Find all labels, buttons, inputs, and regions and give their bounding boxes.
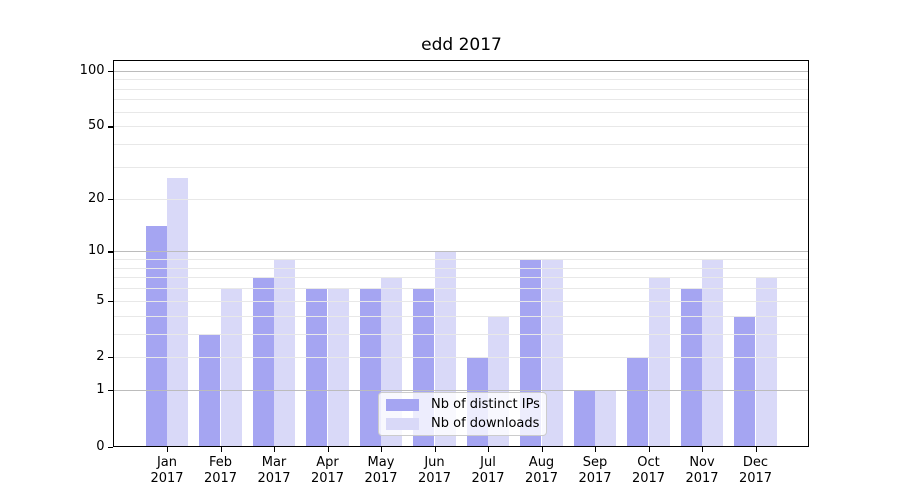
minor-gridline bbox=[113, 357, 809, 359]
x-tick bbox=[595, 446, 597, 452]
y-tick-label: 20 bbox=[87, 190, 105, 206]
bar-distinct-ips-jan bbox=[145, 226, 167, 447]
x-tick-label: Mar 2017 bbox=[257, 454, 291, 486]
y-tick bbox=[108, 198, 113, 200]
major-gridline bbox=[113, 70, 809, 72]
y-tick-label: 1 bbox=[96, 382, 105, 398]
x-tick bbox=[488, 446, 490, 452]
y-tick-label: 2 bbox=[96, 349, 105, 365]
x-tick-label: Jan 2017 bbox=[150, 454, 184, 486]
bar-downloads-apr bbox=[327, 288, 349, 447]
legend-label-downloads: Nb of downloads bbox=[431, 416, 540, 431]
major-gridline bbox=[113, 390, 809, 392]
legend-swatch-downloads bbox=[386, 417, 419, 430]
x-tick-label: Oct 2017 bbox=[631, 454, 666, 486]
bar-distinct-ips-mar bbox=[252, 277, 274, 447]
x-tick bbox=[381, 446, 383, 452]
minor-gridline bbox=[113, 277, 809, 279]
bar-distinct-ips-dec bbox=[734, 315, 756, 447]
minor-gridline bbox=[113, 288, 809, 290]
x-tick bbox=[220, 446, 222, 452]
minor-gridline bbox=[113, 198, 809, 200]
minor-gridline bbox=[113, 144, 809, 146]
bar-distinct-ips-sep bbox=[573, 390, 595, 447]
x-tick bbox=[702, 446, 704, 452]
x-tick bbox=[541, 446, 543, 452]
x-tick-label: Dec 2017 bbox=[738, 454, 773, 486]
minor-gridline bbox=[113, 259, 809, 261]
x-tick bbox=[167, 446, 169, 452]
x-tick-label: Nov 2017 bbox=[685, 454, 719, 486]
x-tick bbox=[648, 446, 650, 452]
x-tick-label: Apr 2017 bbox=[310, 454, 345, 486]
x-tick-label: Jun 2017 bbox=[417, 454, 452, 486]
legend-label-distinct-ips: Nb of distinct IPs bbox=[431, 397, 540, 412]
major-gridline bbox=[113, 251, 809, 253]
minor-gridline bbox=[113, 315, 809, 317]
minor-gridline bbox=[113, 111, 809, 113]
minor-gridline bbox=[113, 99, 809, 101]
x-tick bbox=[434, 446, 436, 452]
y-tick bbox=[108, 126, 113, 128]
minor-gridline bbox=[113, 333, 809, 335]
y-tick bbox=[108, 251, 113, 253]
minor-gridline bbox=[113, 267, 809, 269]
y-tick-label: 50 bbox=[87, 118, 105, 134]
y-tick bbox=[108, 70, 113, 72]
y-tick bbox=[108, 390, 113, 392]
x-tick bbox=[274, 446, 276, 452]
x-tick-label: Feb 2017 bbox=[203, 454, 238, 486]
x-tick-label: May 2017 bbox=[364, 454, 398, 486]
minor-gridline bbox=[113, 79, 809, 81]
bar-distinct-ips-apr bbox=[306, 288, 328, 447]
x-tick bbox=[327, 446, 329, 452]
bar-downloads-nov bbox=[702, 259, 724, 447]
bar-downloads-dec bbox=[755, 277, 777, 447]
minor-gridline bbox=[113, 126, 809, 128]
y-tick bbox=[108, 446, 113, 448]
minor-gridline bbox=[113, 166, 809, 168]
x-tick-label: Sep 2017 bbox=[578, 454, 612, 486]
y-tick bbox=[108, 300, 113, 302]
bar-downloads-mar bbox=[274, 259, 296, 447]
y-tick-label: 10 bbox=[87, 243, 105, 259]
minor-gridline bbox=[113, 300, 809, 302]
bar-downloads-jan bbox=[167, 178, 189, 447]
y-tick-label: 0 bbox=[96, 438, 105, 454]
y-tick-label: 5 bbox=[96, 292, 105, 308]
bar-downloads-feb bbox=[220, 288, 242, 447]
x-tick bbox=[755, 446, 757, 452]
legend-swatch-distinct-ips bbox=[386, 398, 419, 411]
legend-row-distinct-ips: Nb of distinct IPs bbox=[386, 397, 540, 412]
bar-distinct-ips-may bbox=[359, 288, 381, 447]
minor-gridline bbox=[113, 88, 809, 90]
x-tick-label: Jul 2017 bbox=[471, 454, 505, 486]
bar-distinct-ips-oct bbox=[627, 357, 649, 447]
x-tick-label: Aug 2017 bbox=[524, 454, 559, 486]
legend-row-downloads: Nb of downloads bbox=[386, 416, 540, 431]
bar-distinct-ips-nov bbox=[680, 288, 702, 447]
legend: Nb of distinct IPs Nb of downloads bbox=[378, 392, 547, 436]
y-tick bbox=[108, 357, 113, 359]
bar-downloads-sep bbox=[595, 390, 617, 447]
chart-title: edd 2017 bbox=[421, 35, 502, 55]
bar-downloads-oct bbox=[648, 277, 670, 447]
y-tick-label: 100 bbox=[79, 62, 105, 78]
